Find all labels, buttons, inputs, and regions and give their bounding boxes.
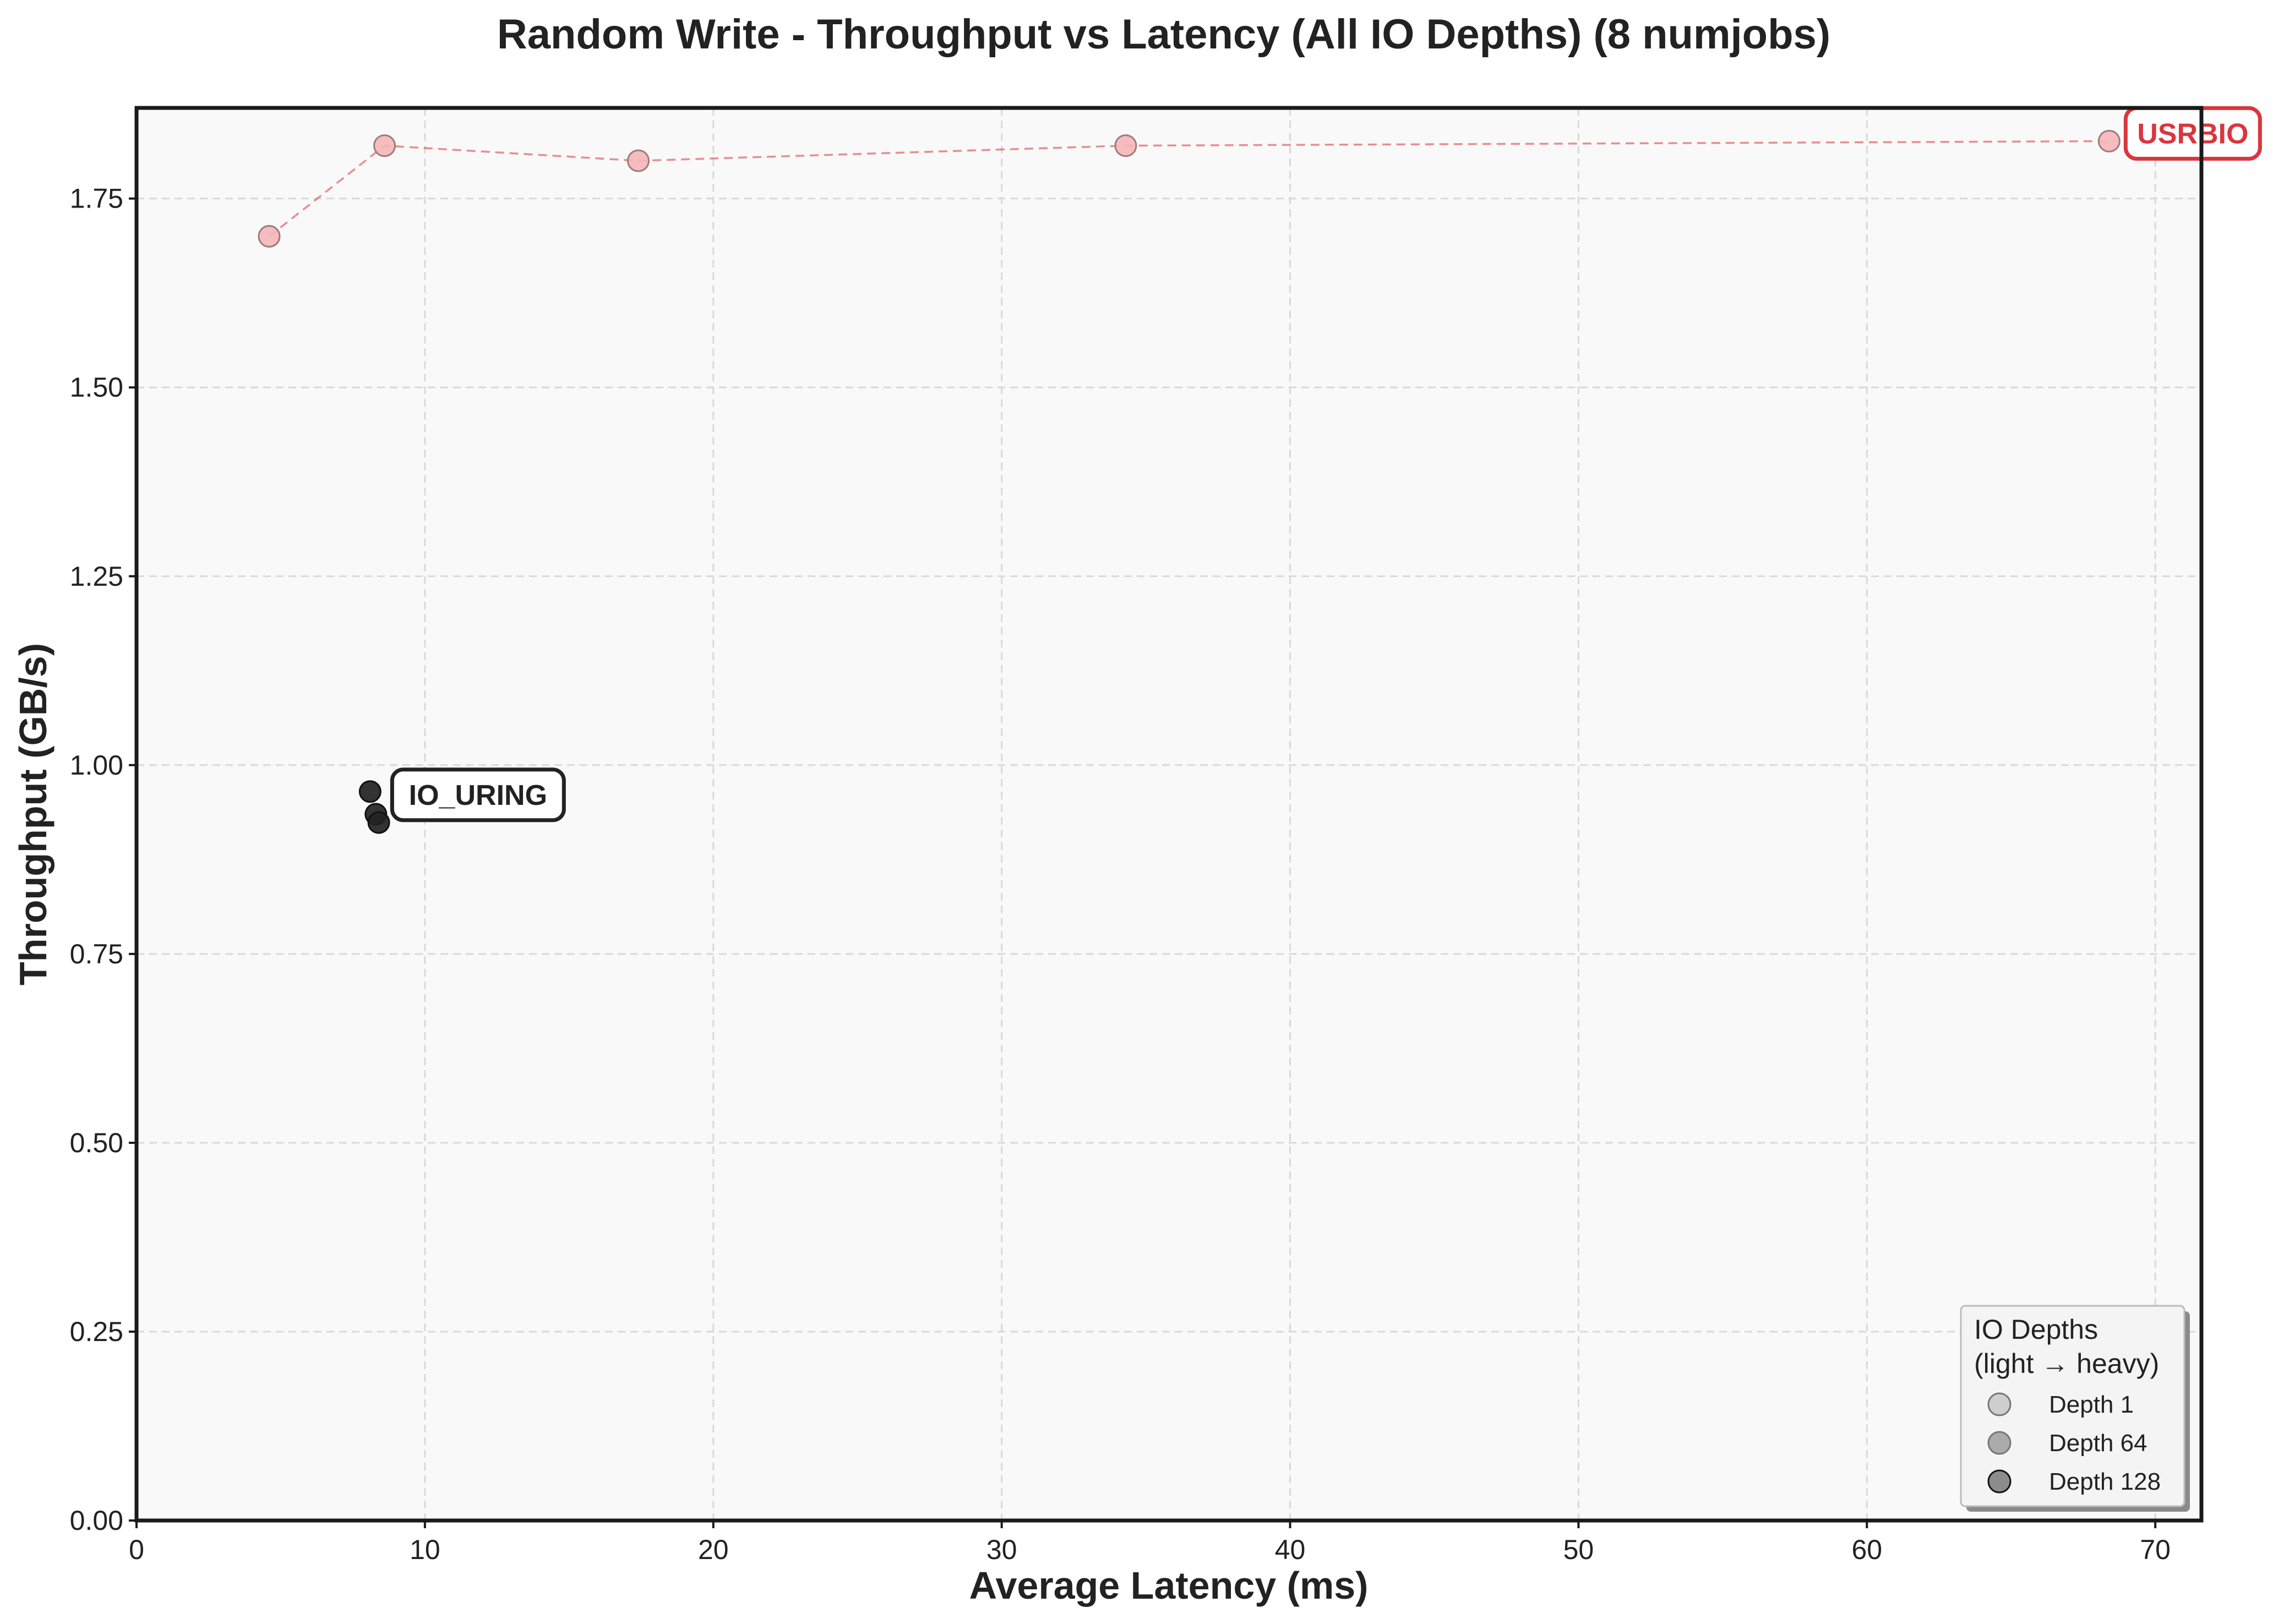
x-axis-ticks: 0 10 20 30 40 50 60 70 <box>129 1521 2171 1565</box>
legend-marker <box>1987 1392 2012 1416</box>
plot-frame <box>134 106 2204 1523</box>
y-axis-ticks: 0.00 0.25 0.50 0.75 1.00 1.25 1.50 1.75 <box>70 183 137 1536</box>
y-axis-label: Throughput (GB/s) <box>12 643 54 985</box>
io-uring-point <box>367 811 390 834</box>
x-tick-label: 70 <box>2140 1534 2171 1565</box>
chart-title: Random Write - Throughput vs Latency (Al… <box>497 11 1830 58</box>
legend: IO Depths (light → heavy) Depth 1 Depth 6… <box>1960 1305 2190 1512</box>
y-tick-label: 0.25 <box>70 1316 123 1347</box>
y-tick-label: 0.75 <box>70 939 123 969</box>
y-tick-label: 1.00 <box>70 750 123 781</box>
y-tick-label: 1.25 <box>70 561 123 592</box>
legend-item-label: Depth 64 <box>2049 1430 2147 1457</box>
legend-box <box>1960 1305 2185 1507</box>
legend-marker <box>1987 1469 2012 1494</box>
usrbio-label: USRBIO <box>2137 118 2248 150</box>
y-tick-label: 1.50 <box>70 372 123 403</box>
usrbio-point <box>258 225 281 248</box>
data-points <box>258 129 2121 834</box>
legend-item-label: Depth 128 <box>2049 1468 2161 1495</box>
legend-title-line-2: (light → heavy) <box>1974 1348 2159 1379</box>
io-uring-point <box>358 780 381 803</box>
legend-item-label: Depth 1 <box>2049 1391 2134 1418</box>
usrbio-point <box>1114 134 1137 157</box>
usrbio-point <box>2097 129 2121 152</box>
y-tick-label: 0.50 <box>70 1127 123 1158</box>
x-axis-label: Average Latency (ms) <box>969 1564 1369 1607</box>
x-tick-label: 50 <box>1563 1534 1594 1565</box>
y-tick-label: 0.00 <box>70 1505 123 1536</box>
x-tick-label: 40 <box>1275 1534 1306 1565</box>
usrbio-point <box>373 134 396 157</box>
grid-lines <box>137 108 2201 1521</box>
usrbio-point <box>627 149 650 172</box>
legend-marker <box>1987 1431 2012 1455</box>
x-tick-label: 10 <box>410 1534 440 1565</box>
x-tick-label: 30 <box>986 1534 1017 1565</box>
legend-items: Depth 1 Depth 64 Depth 128 <box>1987 1391 2161 1495</box>
x-tick-label: 60 <box>1851 1534 1882 1565</box>
io-uring-label-box <box>390 767 566 822</box>
y-tick-label: 1.75 <box>70 183 123 214</box>
io-uring-label: IO_URING <box>409 780 547 811</box>
x-tick-label: 0 <box>129 1534 144 1565</box>
legend-title-line-1: IO Depths <box>1974 1314 2098 1345</box>
series-labels: USRBIO IO_URING <box>390 106 2262 822</box>
x-tick-label: 20 <box>698 1534 729 1565</box>
